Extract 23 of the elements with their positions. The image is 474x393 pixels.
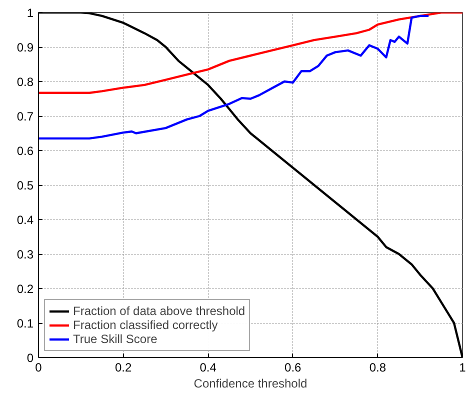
y-tick-label: 0.7 <box>16 110 34 124</box>
y-tick-label: 1 <box>26 6 34 20</box>
x-tick-label: 0 <box>35 360 42 374</box>
x-tick-label: 0.6 <box>284 360 302 374</box>
x-tick-label: 0.4 <box>200 360 217 374</box>
legend-label: Fraction classified correctly <box>73 318 218 332</box>
line-series <box>38 14 430 140</box>
x-axis-title: Confidence threshold <box>194 376 308 390</box>
legend-label: True Skill Score <box>73 332 158 346</box>
y-tick-label: 0.3 <box>16 248 34 262</box>
y-tick-label: 0 <box>26 351 34 365</box>
legend-label: Fraction of data above threshold <box>73 304 246 318</box>
x-tick-label: 1 <box>459 360 466 374</box>
y-tick-label: 0.9 <box>16 40 34 54</box>
y-tick-label: 0.5 <box>16 178 34 192</box>
x-tick-label: 0.8 <box>369 360 386 374</box>
y-tick-label: 0.4 <box>16 213 34 227</box>
y-tick-label: 0.1 <box>16 316 34 330</box>
y-tick-label: 0.8 <box>16 75 34 89</box>
y-tick-label: 0.2 <box>16 282 34 296</box>
x-tick-label: 0.2 <box>114 360 132 374</box>
line-series <box>38 12 462 94</box>
y-tick-label: 0.6 <box>16 144 34 158</box>
